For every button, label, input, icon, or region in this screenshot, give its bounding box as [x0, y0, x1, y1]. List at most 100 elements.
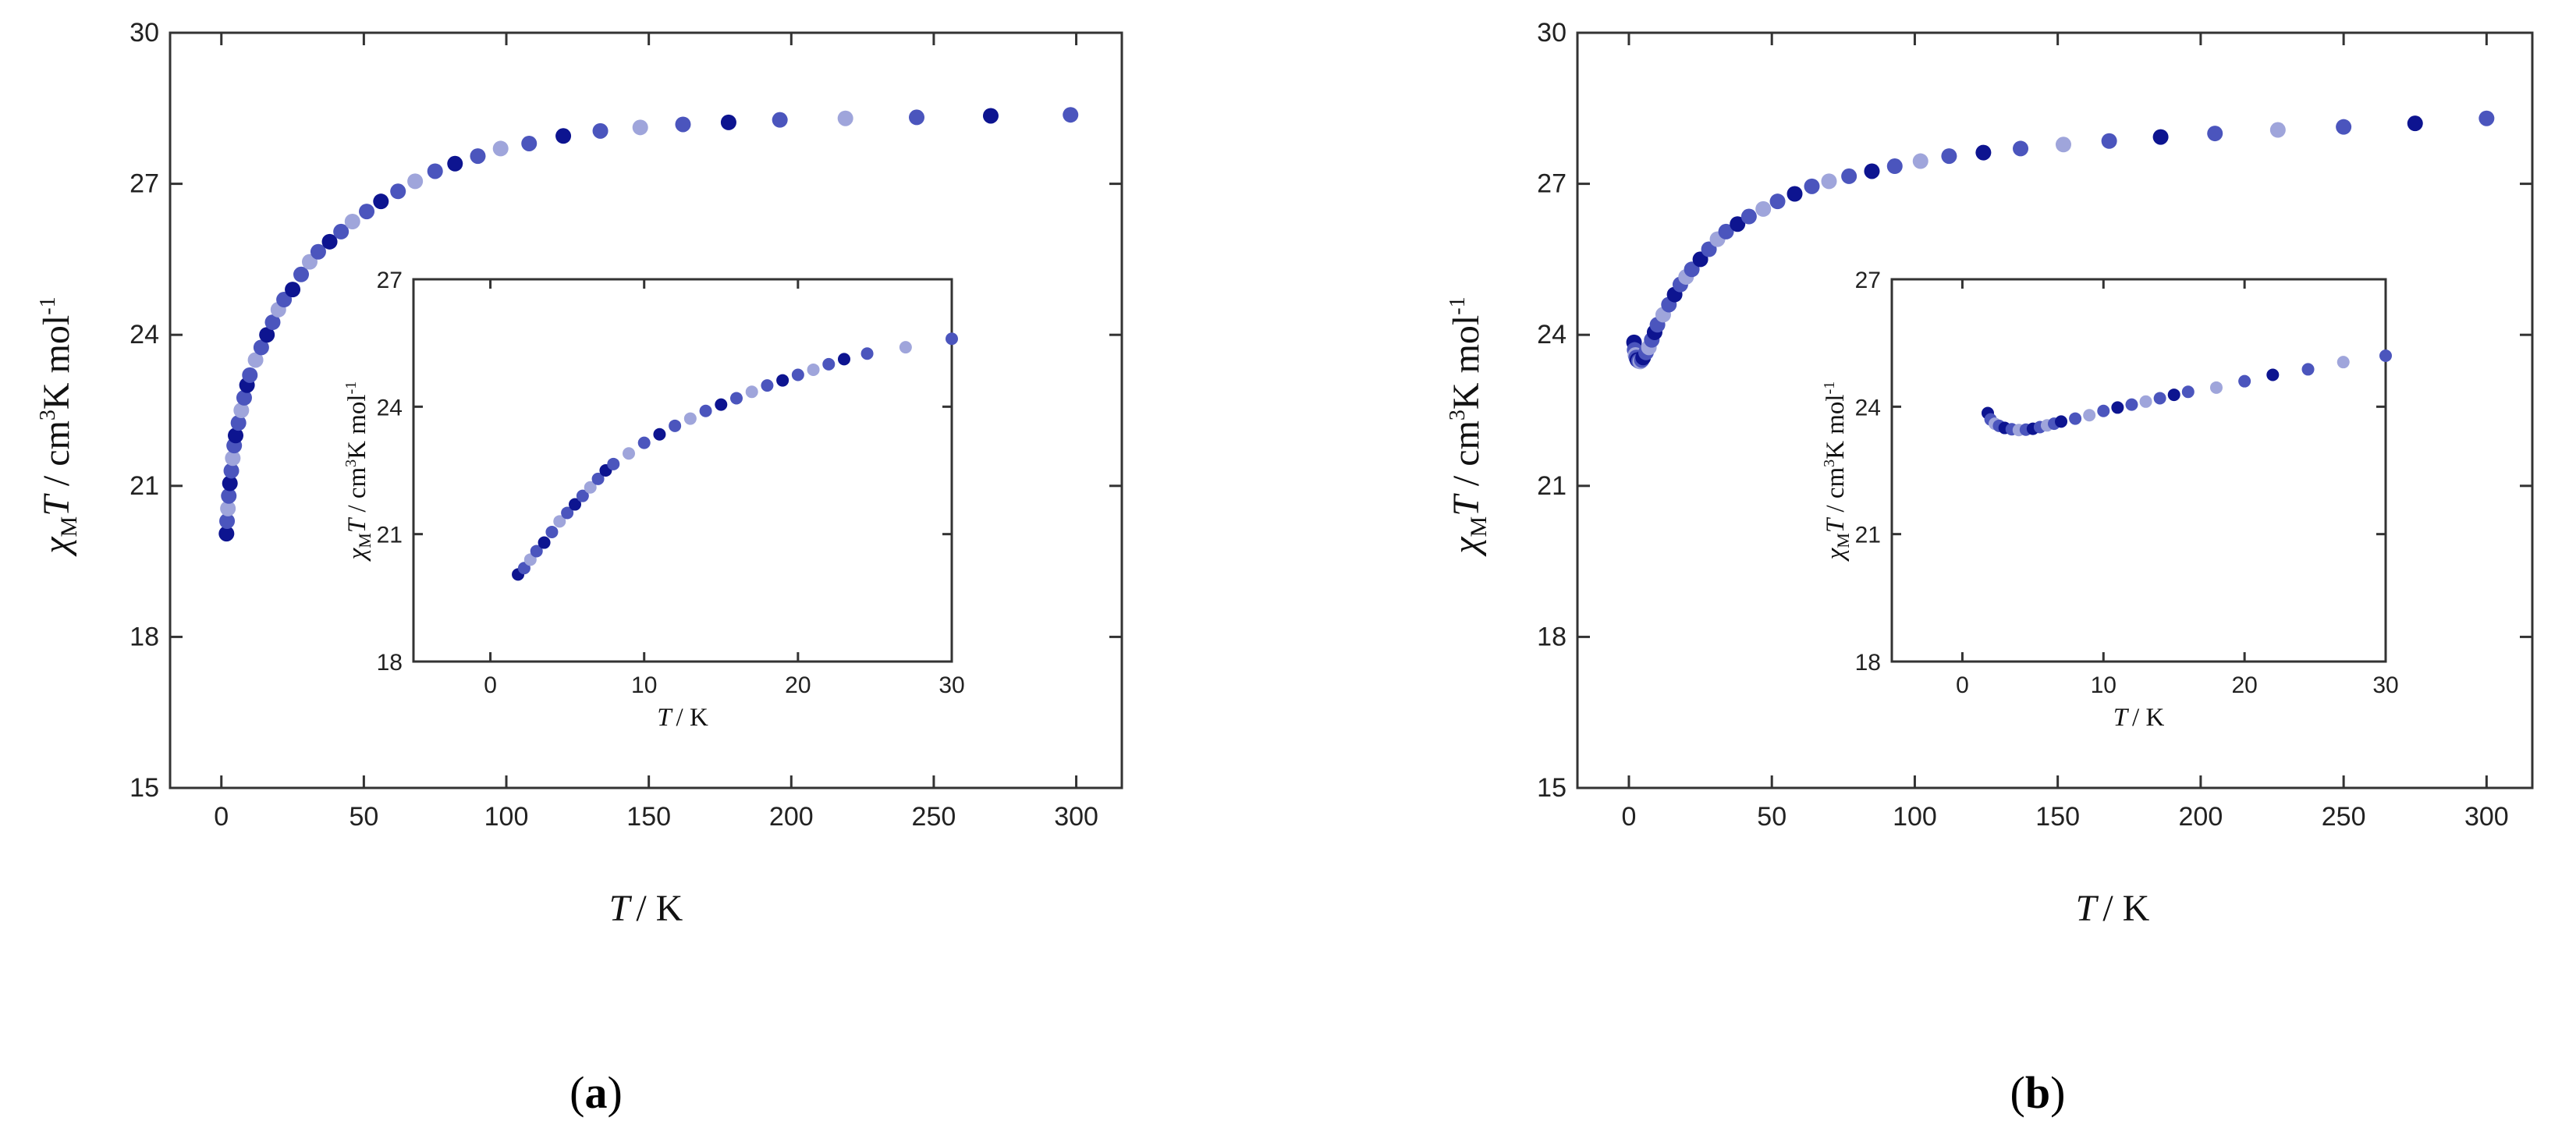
- b-inset-data-point: [2111, 401, 2124, 414]
- panel-a-x-axis-title: T / K: [609, 888, 683, 929]
- b-inset-x-axis-title: T / K: [2113, 704, 2165, 732]
- b-inset-data-point: [2097, 404, 2110, 417]
- a-main-data-point: [359, 204, 375, 220]
- b-main-x-tick-label: 0: [1622, 802, 1637, 832]
- b-main-data-point: [2478, 110, 2495, 126]
- a-main-data-point: [321, 233, 338, 250]
- a-inset-data-point: [584, 481, 597, 494]
- b-inset-data-point: [2125, 398, 2138, 411]
- a-inset-data-point: [946, 332, 958, 346]
- a-inset-data-point: [553, 515, 566, 528]
- a-inset-data-point: [683, 412, 697, 425]
- b-inset-data-point: [2181, 385, 2195, 399]
- a-inset-data-point: [807, 363, 820, 376]
- a-main-data-point: [632, 119, 648, 136]
- a-main-data-point: [264, 314, 281, 331]
- a-main-data-point: [259, 327, 275, 343]
- b-inset-x-tick-label: 0: [1956, 672, 1969, 698]
- a-main-data-point: [293, 266, 310, 282]
- b-main-data-point: [1730, 216, 1746, 232]
- a-main-data-point: [373, 193, 389, 210]
- b-main-data-point: [1804, 178, 1820, 194]
- a-main-data-point: [253, 339, 269, 356]
- b-main-data-point: [1718, 223, 1734, 239]
- a-main-data-point: [1063, 107, 1079, 123]
- a-main-data-point: [909, 109, 925, 126]
- b-main-y-tick-label: 15: [1537, 773, 1567, 803]
- b-inset-data-point: [2379, 349, 2392, 362]
- panel-a-y-axis-title: χMT / cm3K mol-1: [36, 296, 82, 556]
- a-inset-x-tick-label: 10: [631, 672, 657, 698]
- a-main-data-point: [228, 428, 244, 444]
- a-inset-y-tick-label: 27: [377, 268, 403, 293]
- a-main-data-point: [390, 183, 406, 200]
- a-inset-data-point: [653, 428, 666, 441]
- b-main-x-tick-label: 50: [1757, 802, 1787, 832]
- a-main-x-tick-label: 250: [912, 802, 956, 832]
- a-main-data-point: [521, 135, 538, 151]
- a-main-data-point: [247, 352, 264, 368]
- a-main-y-tick-label: 15: [130, 773, 159, 803]
- b-main-data-point: [1975, 144, 1992, 161]
- b-main-data-point: [1821, 173, 1837, 190]
- b-inset-x-tick-label: 30: [2372, 672, 2398, 698]
- a-inset-data-point: [761, 379, 774, 392]
- b-main-data-point: [2207, 126, 2223, 142]
- b-inset-data-point: [2069, 412, 2082, 425]
- a-inset-x-tick-label: 30: [939, 672, 964, 698]
- a-main-data-point: [982, 108, 999, 124]
- b-main-y-tick-label: 24: [1537, 320, 1567, 349]
- a-main-data-point: [222, 475, 238, 491]
- panel-b-y-axis-title: χMT / cm3K mol-1: [1446, 296, 1492, 556]
- a-inset-data-point: [776, 374, 789, 387]
- a-inset-y-tick-label: 18: [377, 650, 403, 676]
- b-main-data-point: [1841, 168, 1857, 184]
- b-main-data-point: [1886, 158, 1903, 175]
- a-main-data-point: [427, 163, 443, 179]
- a-main-data-point: [837, 110, 853, 126]
- b-inset-data-point: [2209, 381, 2223, 394]
- a-main-x-tick-label: 50: [349, 802, 378, 832]
- a-inset-data-point: [860, 347, 874, 360]
- b-inset-y-tick-label: 24: [1855, 395, 1881, 420]
- b-main-data-point: [1912, 153, 1928, 169]
- a-inset-plot-frame: [412, 278, 953, 663]
- a-inset-data-point: [669, 419, 682, 432]
- b-main-data-point: [2101, 133, 2117, 149]
- a-inset-data-point: [699, 404, 712, 417]
- b-inset-y-tick-label: 27: [1855, 268, 1881, 293]
- panel-a-label: (a): [569, 1067, 623, 1118]
- b-main-data-point: [1769, 193, 1786, 210]
- a-main-y-tick-label: 30: [130, 18, 159, 48]
- a-inset-data-point: [607, 457, 620, 470]
- b-inset-y-axis-title: χMT / cm3K mol-1: [1821, 381, 1853, 562]
- a-inset-y-axis-title: χMT / cm3K mol-1: [342, 381, 374, 562]
- a-inset-x-tick-label: 0: [484, 672, 497, 698]
- b-inset-data-point: [2083, 409, 2096, 422]
- b-inset-data-point: [2336, 356, 2350, 369]
- b-inset-data-point: [2153, 392, 2166, 405]
- a-main-data-point: [675, 116, 691, 133]
- b-main-y-tick-label: 18: [1537, 622, 1567, 651]
- b-main-data-point: [1740, 208, 1757, 225]
- a-inset-data-point: [530, 545, 543, 558]
- b-main-data-point: [2269, 122, 2286, 138]
- a-main-data-point: [236, 389, 252, 406]
- a-main-data-point: [592, 122, 609, 139]
- b-inset-x-tick-label: 20: [2231, 672, 2257, 698]
- a-main-data-point: [447, 155, 463, 172]
- a-main-data-point: [221, 488, 237, 504]
- a-main-y-tick-label: 27: [130, 169, 159, 199]
- a-main-data-point: [233, 403, 250, 418]
- panel-b-label: (b): [2010, 1067, 2066, 1118]
- panel-b-inset-chart: 0 10 20 30 18 21 24 27 T / K χMT / cm3K mol-1: [1821, 268, 2399, 732]
- a-inset-data-point: [715, 398, 728, 411]
- a-inset-data-point: [838, 353, 850, 366]
- a-main-data-point: [772, 112, 788, 128]
- a-inset-data-point: [637, 436, 651, 449]
- a-main-x-tick-label: 300: [1054, 802, 1098, 832]
- b-main-x-tick-label: 300: [2464, 802, 2509, 832]
- a-inset-data-point: [569, 498, 581, 511]
- a-inset-data-point: [623, 447, 635, 460]
- a-inset-data-point: [822, 357, 836, 371]
